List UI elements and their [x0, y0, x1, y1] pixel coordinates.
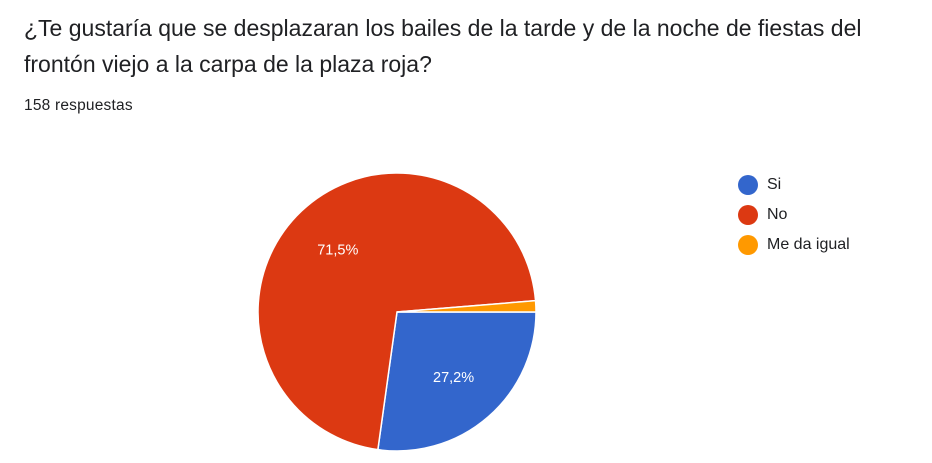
- response-count: 158 respuestas: [24, 97, 133, 114]
- legend-item-si: Si: [738, 170, 850, 200]
- legend-label: Si: [767, 176, 782, 193]
- legend-swatch-icon: [738, 175, 758, 195]
- legend-swatch-icon: [738, 205, 758, 225]
- legend-swatch-icon: [738, 235, 758, 255]
- legend-label: Me da igual: [767, 236, 850, 253]
- chart-legend: Si No Me da igual: [738, 170, 850, 260]
- slice-label-si: 27,2%: [433, 370, 474, 386]
- legend-label: No: [767, 206, 788, 223]
- question-title: ¿Te gustaría que se desplazaran los bail…: [24, 15, 862, 77]
- pie-slice-si: [377, 311, 537, 452]
- legend-item-no: No: [738, 200, 850, 230]
- pie-slice-no: [257, 172, 537, 451]
- pie-slice-me-da-igual: [396, 299, 537, 313]
- slice-label-no: 71,5%: [317, 242, 358, 258]
- legend-item-me-da-igual: Me da igual: [738, 230, 850, 260]
